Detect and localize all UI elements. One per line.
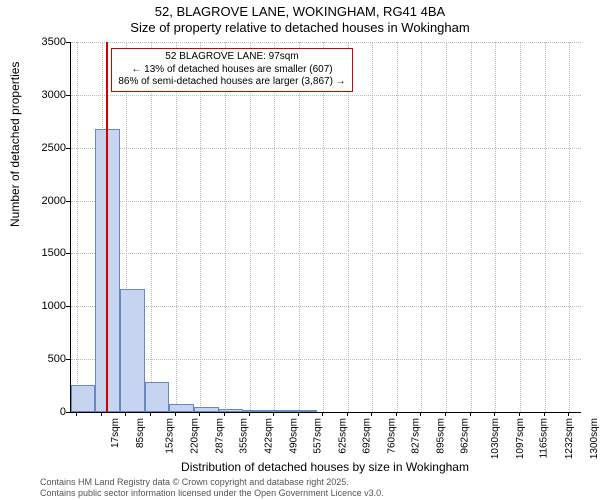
x-tick-label: 692sqm (362, 418, 373, 454)
y-tick-label: 3000 (30, 89, 66, 101)
y-tick-label: 2500 (30, 142, 66, 154)
x-tick-label: 287sqm (214, 418, 225, 454)
subject-marker-line (106, 42, 108, 412)
chart-title-line2: Size of property relative to detached ho… (0, 20, 600, 35)
x-tick-label: 355sqm (239, 418, 250, 454)
histogram-bar (71, 385, 95, 412)
histogram-chart: 52, BLAGROVE LANE, WOKINGHAM, RG41 4BA S… (0, 0, 600, 500)
annotation-line1: 52 BLAGROVE LANE: 97sqm (118, 51, 345, 64)
y-tick-label: 1500 (30, 247, 66, 259)
footer-line1: Contains HM Land Registry data © Crown c… (40, 477, 384, 487)
chart-title-line1: 52, BLAGROVE LANE, WOKINGHAM, RG41 4BA (0, 4, 600, 19)
annotation-line3: 86% of semi-detached houses are larger (… (118, 76, 345, 89)
x-tick-label: 17sqm (110, 418, 121, 448)
y-tick-label: 3500 (30, 36, 66, 48)
x-tick-label: 557sqm (312, 418, 323, 454)
x-tick-label: 422sqm (263, 418, 274, 454)
x-tick-label: 220sqm (190, 418, 201, 454)
x-tick-label: 827sqm (411, 418, 422, 454)
y-tick-label: 0 (30, 406, 66, 418)
annotation-line2: ← 13% of detached houses are smaller (60… (118, 64, 345, 77)
plot-area (70, 42, 581, 413)
x-tick-label: 85sqm (135, 418, 146, 448)
histogram-bar (292, 410, 317, 412)
histogram-bar (219, 409, 243, 412)
x-tick-label: 760sqm (386, 418, 397, 454)
footer-line2: Contains public sector information licen… (40, 488, 384, 498)
histogram-bar (120, 289, 144, 412)
y-axis-label: Number of detached properties (8, 62, 22, 227)
x-tick-label: 895sqm (436, 418, 447, 454)
x-tick-label: 152sqm (165, 418, 176, 454)
y-tick-label: 2000 (30, 195, 66, 207)
histogram-bar (268, 410, 292, 412)
x-tick-label: 1232sqm (564, 418, 575, 459)
y-tick-label: 1000 (30, 300, 66, 312)
x-tick-label: 625sqm (337, 418, 348, 454)
y-tick-label: 500 (30, 353, 66, 365)
x-tick-label: 490sqm (288, 418, 299, 454)
x-tick-label: 962sqm (460, 418, 471, 454)
x-tick-label: 1165sqm (539, 418, 550, 458)
histogram-bar (145, 382, 170, 412)
histogram-bar (243, 410, 268, 412)
x-axis-label: Distribution of detached houses by size … (70, 460, 580, 474)
histogram-bar (169, 404, 193, 412)
x-tick-label: 1300sqm (589, 418, 600, 459)
x-tick-label: 1030sqm (490, 418, 501, 459)
x-tick-label: 1097sqm (515, 418, 526, 459)
footer-attribution: Contains HM Land Registry data © Crown c… (40, 477, 384, 498)
histogram-bar (194, 407, 219, 412)
annotation-box: 52 BLAGROVE LANE: 97sqm ← 13% of detache… (111, 48, 352, 92)
